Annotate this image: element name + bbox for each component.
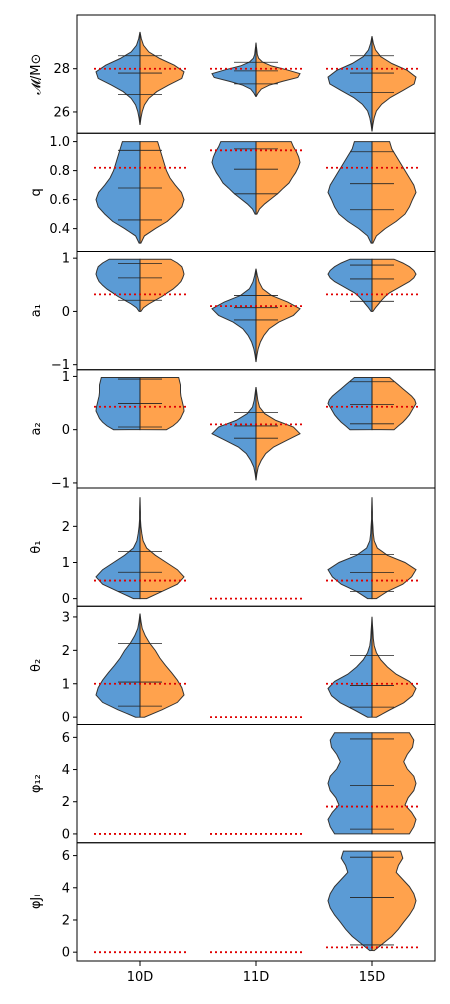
violin-right-half [371, 36, 417, 132]
y-axis-label: φJₗ [29, 895, 44, 910]
violin-right-half [371, 850, 417, 952]
y-tick-label: 2 [62, 520, 70, 535]
x-tick-label: 11D [243, 970, 270, 985]
violin-10D [95, 377, 185, 431]
y-tick-label: −1 [51, 358, 70, 373]
y-tick-label: 0.4 [49, 222, 70, 237]
violin-left-half [327, 616, 373, 718]
panel-6: 0 1 2 3 θ₂ [29, 605, 436, 726]
y-tick-label: 2 [62, 795, 70, 810]
violin-left-half [327, 377, 373, 431]
violin-left-half [211, 268, 257, 363]
y-axis-label: a₂ [29, 422, 44, 435]
panel-4: −1 0 1 a₂ [29, 369, 436, 491]
y-tick-label: 4 [62, 763, 70, 778]
y-tick-label: 1.0 [49, 135, 70, 150]
y-tick-label: 0 [62, 827, 70, 842]
panel-1: 26 28 𝓜/M⊙ [29, 14, 436, 134]
y-tick-label: 0.8 [49, 164, 70, 179]
violin-right-half [371, 732, 417, 835]
y-tick-label: 3 [62, 610, 70, 625]
y-tick-label: 1 [62, 252, 70, 267]
violin-10D [95, 31, 185, 125]
violin-left-half [327, 36, 373, 132]
violin-right-half [371, 258, 417, 312]
y-tick-label: 2 [62, 644, 70, 659]
violin-15D [327, 616, 417, 718]
violin-15D [327, 497, 417, 600]
violin-11D [211, 42, 301, 98]
y-tick-label: 2 [62, 913, 70, 928]
violin-left-half [211, 42, 257, 98]
violin-left-half [211, 141, 257, 215]
y-axis-label: a₁ [29, 304, 44, 317]
panel-2: 0.4 0.6 0.8 1.0 q [29, 132, 436, 252]
violin-15D [327, 258, 417, 312]
y-tick-label: 0 [62, 592, 70, 607]
y-tick-label: 6 [62, 849, 70, 864]
violin-15D [327, 36, 417, 132]
violin-right-half [255, 42, 301, 98]
panel-3: −1 0 1 a₁ [29, 251, 436, 373]
violin-right-half [139, 31, 185, 125]
y-tick-label: 4 [62, 881, 70, 896]
violin-left-half [95, 31, 141, 125]
violin-left-half [95, 613, 141, 718]
violin-left-half [211, 387, 257, 481]
violin-right-half [139, 258, 185, 312]
y-tick-label: 0 [62, 946, 70, 961]
violin-10D [95, 497, 185, 600]
y-tick-label: 1 [62, 370, 70, 385]
y-tick-label: 0.6 [49, 193, 70, 208]
violin-10D [95, 613, 185, 718]
violin-left-half [327, 850, 373, 952]
violin-11D [211, 141, 301, 215]
panel-5: 0 1 2 θ₁ [29, 487, 436, 607]
violin-left-half [95, 258, 141, 312]
violin-11D [211, 268, 301, 363]
y-tick-label: −1 [51, 476, 70, 491]
y-axis-label: q [29, 188, 44, 196]
violin-15D [327, 377, 417, 431]
violin-right-half [371, 377, 417, 431]
violin-right-half [139, 613, 185, 718]
y-axis-label: θ₁ [29, 541, 44, 554]
violin-11D [211, 387, 301, 481]
violin-15D [327, 850, 417, 952]
x-tick-label: 10D [127, 970, 154, 985]
y-tick-label: 0 [62, 711, 70, 726]
violin-right-half [255, 387, 301, 481]
y-tick-label: 0 [62, 305, 70, 320]
violin-right-half [255, 268, 301, 363]
y-tick-label: 0 [62, 423, 70, 438]
violin-left-half [327, 258, 373, 312]
y-tick-label: 1 [62, 556, 70, 571]
y-tick-label: 28 [53, 62, 70, 77]
violin-right-half [255, 141, 301, 215]
x-tick-label: 15D [359, 970, 386, 985]
y-axis-label: 𝓜/M⊙ [29, 54, 44, 95]
violin-left-half [327, 732, 373, 835]
violin-10D [95, 258, 185, 312]
y-axis-label: θ₂ [29, 659, 44, 672]
y-axis-label: φ₁₂ [29, 774, 44, 793]
violin-right-half [371, 616, 417, 718]
violin-15D [327, 732, 417, 835]
y-tick-label: 1 [62, 677, 70, 692]
y-tick-label: 6 [62, 731, 70, 746]
y-tick-label: 26 [53, 105, 70, 120]
